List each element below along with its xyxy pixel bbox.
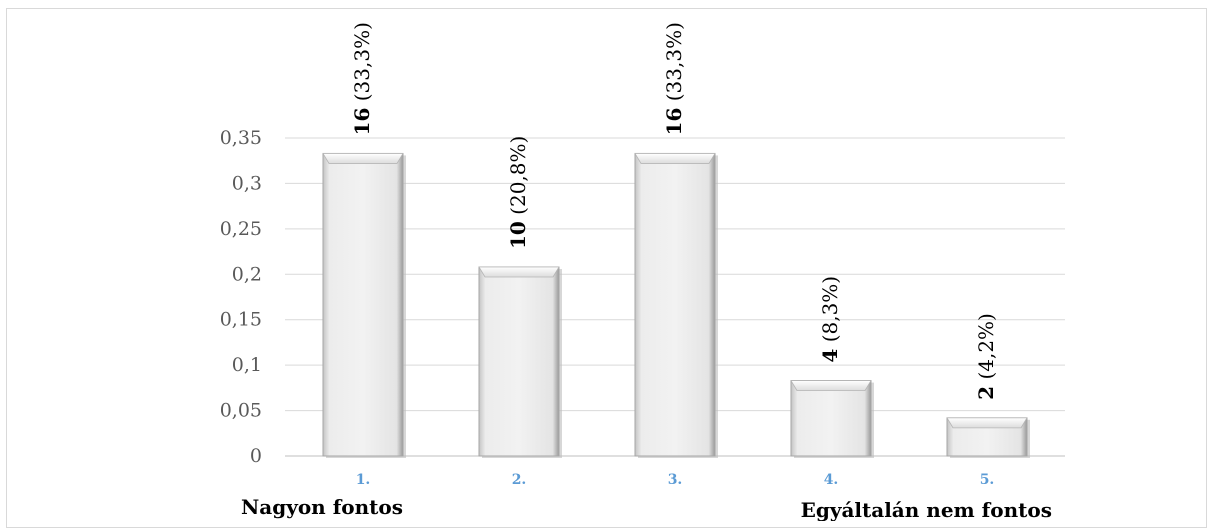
x-axis-categories: 1. 2. 3. 4. 5. bbox=[356, 472, 995, 488]
y-tick-label: 0,25 bbox=[220, 218, 262, 240]
data-label-percent: (20,8%) bbox=[506, 136, 530, 222]
data-label: 16 (33,3%) bbox=[662, 22, 686, 135]
x-category-label: 2. bbox=[512, 472, 527, 488]
y-tick-label: 0,15 bbox=[220, 309, 262, 331]
bar bbox=[946, 417, 1030, 458]
y-tick-label: 0,1 bbox=[232, 354, 262, 376]
y-tick-label: 0 bbox=[250, 445, 262, 467]
bar-bevel bbox=[634, 153, 716, 164]
data-label: 10 (20,8%) bbox=[506, 136, 530, 249]
x-category-label: 1. bbox=[356, 472, 371, 488]
axis-end-label-right: Egyáltalán nem fontos bbox=[801, 498, 1052, 521]
data-label-percent: (8,3%) bbox=[818, 276, 842, 349]
bar-body bbox=[322, 152, 404, 457]
data-label-count: 4 bbox=[818, 349, 842, 363]
bar-body bbox=[790, 380, 872, 457]
bar-body bbox=[478, 266, 560, 457]
bar bbox=[478, 266, 562, 458]
y-tick-label: 0,2 bbox=[232, 263, 262, 285]
data-label-count: 16 bbox=[662, 108, 686, 136]
data-labels: 16 (33,3%) 10 (20,8%) 16 (33,3%) 4 (8,3%) 2 … bbox=[350, 22, 998, 400]
y-tick-label: 0,05 bbox=[220, 400, 262, 422]
bar-body bbox=[634, 152, 716, 457]
bar bbox=[634, 152, 718, 458]
data-label: 2 (4,2%) bbox=[974, 313, 998, 400]
axis-end-label-left: Nagyon fontos bbox=[241, 495, 403, 519]
data-label-percent: (33,3%) bbox=[350, 22, 374, 108]
bars bbox=[322, 152, 1030, 458]
bar bbox=[322, 152, 406, 458]
data-label-percent: (33,3%) bbox=[662, 22, 686, 108]
data-label-count: 2 bbox=[974, 386, 998, 400]
y-tick-label: 0,3 bbox=[232, 172, 262, 194]
data-label-count: 10 bbox=[506, 221, 530, 249]
data-label: 4 (8,3%) bbox=[818, 276, 842, 363]
bar-bevel bbox=[322, 153, 404, 164]
data-label-count: 16 bbox=[350, 108, 374, 136]
data-label: 16 (33,3%) bbox=[350, 22, 374, 135]
bar-bevel bbox=[946, 417, 1028, 429]
data-label-percent: (4,2%) bbox=[974, 313, 998, 386]
bar-bevel bbox=[790, 380, 872, 391]
y-axis-ticks: 0 0,05 0,1 0,15 0,2 0,25 0,3 0,35 bbox=[220, 127, 262, 467]
x-category-label: 3. bbox=[668, 472, 683, 488]
x-category-label: 4. bbox=[824, 472, 839, 488]
bar bbox=[790, 380, 874, 458]
y-tick-label: 0,35 bbox=[220, 127, 262, 149]
bar-bevel bbox=[478, 266, 560, 278]
x-category-label: 5. bbox=[980, 472, 995, 488]
